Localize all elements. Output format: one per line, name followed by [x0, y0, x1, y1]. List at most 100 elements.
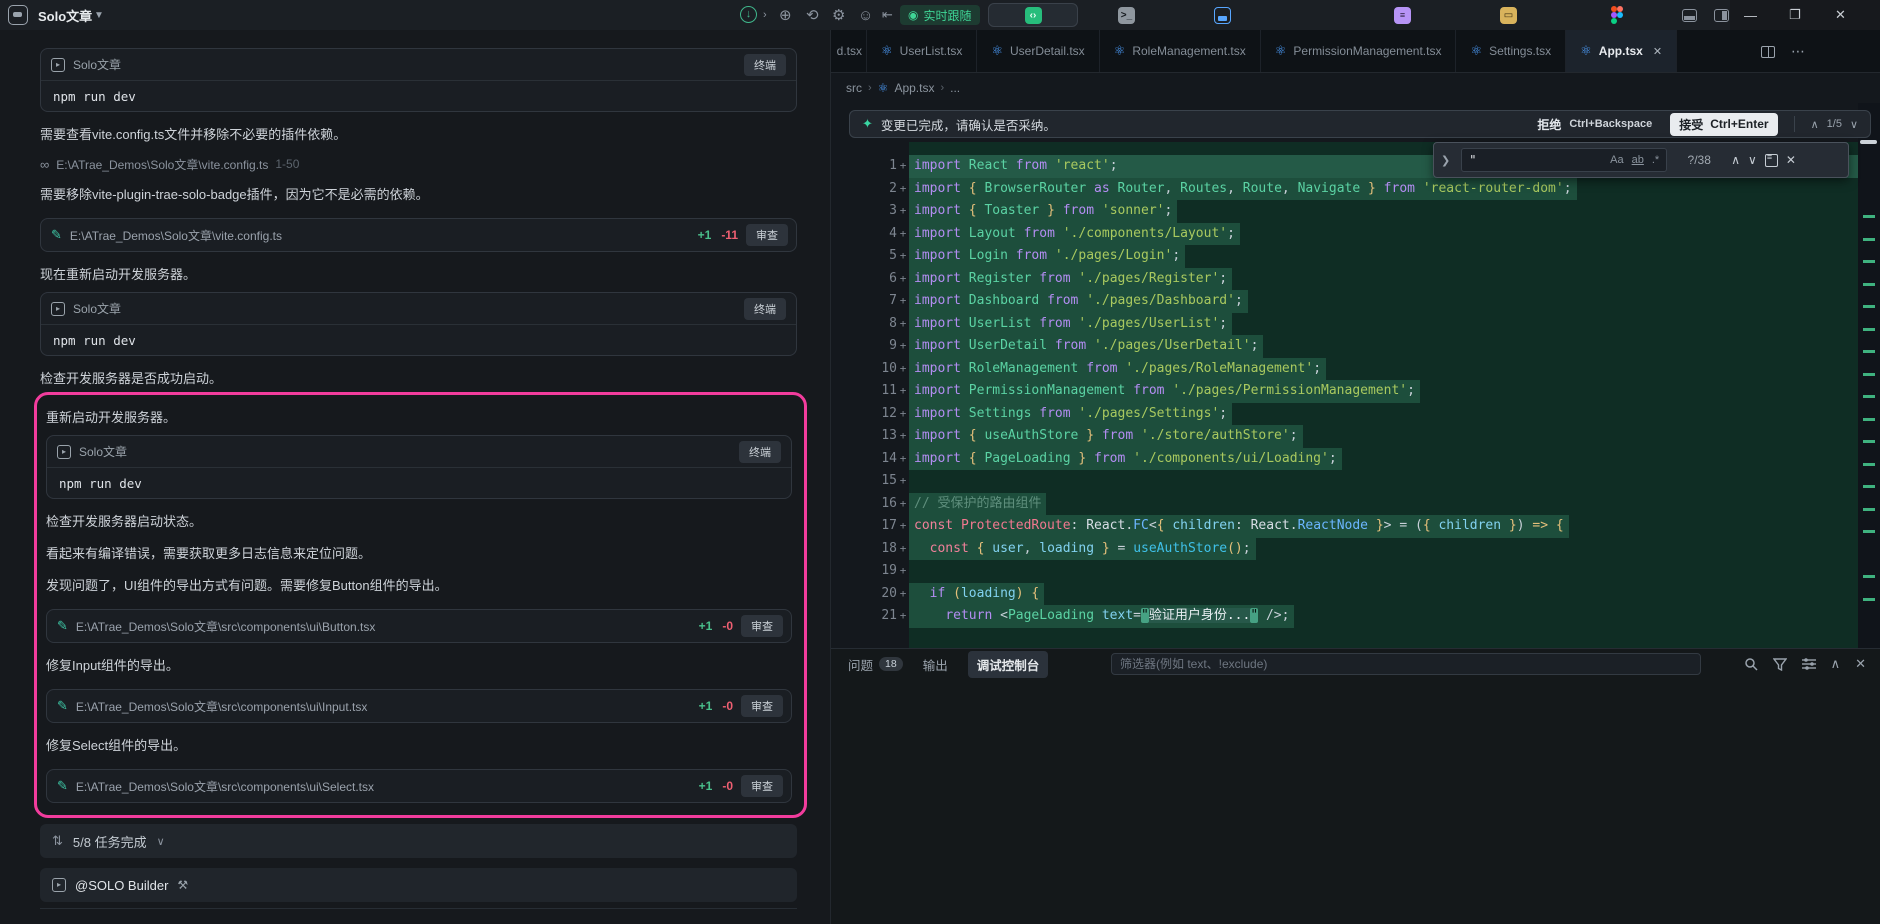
- find-previous-icon[interactable]: ∧: [1731, 153, 1741, 167]
- editor-scrollbar[interactable]: [1858, 103, 1880, 648]
- regex-icon[interactable]: .*: [1651, 154, 1660, 166]
- solo-builder-bar[interactable]: ▸ @SOLO Builder ⚒: [40, 868, 797, 902]
- prev-change-icon[interactable]: ∧: [1810, 118, 1819, 131]
- code-line[interactable]: 3 + import { Toaster } from 'sonner';: [831, 200, 1858, 223]
- tab-app-tsx[interactable]: ⚛ App.tsx ✕: [1566, 30, 1678, 72]
- diff-overview-mark: [1863, 440, 1875, 443]
- more-actions-icon[interactable]: ⋯: [1791, 43, 1805, 59]
- terminal-button[interactable]: 终端: [744, 53, 786, 76]
- code-line[interactable]: 17 + const ProtectedRoute: React.FC<{ chil…: [831, 515, 1858, 538]
- tab-settings-tsx[interactable]: ⚛ Settings.tsx: [1456, 30, 1567, 72]
- terminal-button[interactable]: 终端: [744, 297, 786, 320]
- dock-inbox-icon[interactable]: ▭: [1500, 0, 1517, 30]
- chevron-right-icon[interactable]: ›: [763, 9, 767, 21]
- search-icon[interactable]: [1744, 657, 1758, 671]
- code-line[interactable]: 13 + import { useAuthStore } from './store…: [831, 425, 1858, 448]
- breadcrumb-symbol[interactable]: ...: [950, 81, 961, 95]
- settings-gear-icon[interactable]: ⚙: [832, 7, 846, 24]
- code-line[interactable]: 14 + import { PageLoading } from './compon…: [831, 447, 1858, 470]
- code-line[interactable]: 5 + import Login from './pages/Login';: [831, 245, 1858, 268]
- file-edit-card[interactable]: ✎ E:\ATrae_Demos\Solo文章\src\components\ui…: [46, 769, 792, 803]
- find-close-icon[interactable]: ✕: [1785, 153, 1796, 167]
- dock-code-view-toggle[interactable]: ‹›: [988, 3, 1078, 27]
- scrollbar-thumb[interactable]: [1860, 140, 1877, 144]
- panel-tab-输出[interactable]: 输出: [923, 655, 948, 674]
- panel-close-icon[interactable]: ✕: [1855, 656, 1866, 671]
- panel-tab-调试控制台[interactable]: 调试控制台: [967, 650, 1049, 678]
- next-change-icon[interactable]: ∨: [1849, 118, 1858, 131]
- tab-permissionmanagement-tsx[interactable]: ⚛ PermissionManagement.tsx: [1261, 30, 1457, 72]
- find-query[interactable]: ": [1469, 153, 1477, 167]
- find-input[interactable]: " Aa ab .*: [1461, 148, 1668, 172]
- reject-button[interactable]: 拒绝: [1537, 117, 1562, 132]
- split-editor-icon[interactable]: [1761, 45, 1775, 58]
- dock-browser-icon[interactable]: [1214, 0, 1231, 30]
- code-line[interactable]: 7 + import Dashboard from './pages/Dashboa…: [831, 290, 1858, 313]
- dock-notes-icon[interactable]: ≡: [1394, 0, 1411, 30]
- file-edit-card[interactable]: ✎ E:\ATrae_Demos\Solo文章\src\components\ui…: [46, 689, 792, 723]
- checkpoint-download-icon[interactable]: ↓: [740, 6, 757, 23]
- code-line[interactable]: 18 + const { user, loading } = useAuthSto…: [831, 537, 1858, 560]
- review-button[interactable]: 审查: [741, 775, 783, 797]
- code-line[interactable]: 9 + import UserDetail from './pages/UserDe…: [831, 335, 1858, 358]
- find-next-icon[interactable]: ∨: [1748, 153, 1757, 167]
- history-icon[interactable]: ⟲: [806, 7, 819, 24]
- minimize-button[interactable]: —: [1744, 7, 1757, 23]
- code-line[interactable]: 8 + import UserList from './pages/UserList…: [831, 312, 1858, 335]
- task-progress-bar[interactable]: ⇅ 5/8 任务完成 ∨: [40, 824, 797, 858]
- close-button[interactable]: ✕: [1835, 7, 1846, 22]
- toggle-panel-right-icon[interactable]: [1714, 0, 1729, 30]
- breadcrumb-root[interactable]: src: [846, 81, 862, 95]
- code-line[interactable]: 4 + import Layout from './components/Layou…: [831, 222, 1858, 245]
- console-filter-input[interactable]: [1111, 653, 1701, 675]
- account-icon[interactable]: ☺: [858, 6, 874, 24]
- find-expand-chevron-icon[interactable]: ❯: [1441, 154, 1451, 167]
- panel-maximize-chevron-icon[interactable]: ∧: [1830, 656, 1841, 671]
- project-title-chevron-down-icon[interactable]: ▼: [94, 9, 104, 21]
- tab-rolemanagement-tsx[interactable]: ⚛ RoleManagement.tsx: [1100, 30, 1261, 72]
- breadcrumb[interactable]: src › ⚛ App.tsx › ...: [831, 73, 1880, 103]
- file-edit-card[interactable]: ✎ E:\ATrae_Demos\Solo文章\src\components\ui…: [46, 609, 792, 643]
- dock-terminal-icon[interactable]: >_: [1118, 0, 1135, 30]
- whole-word-icon[interactable]: ab: [1631, 154, 1644, 166]
- code-line[interactable]: 12 + import Settings from './pages/Setting…: [831, 402, 1858, 425]
- code-line[interactable]: 2 + import { BrowserRouter as Router, Rout…: [831, 177, 1858, 200]
- sliders-icon[interactable]: [1801, 658, 1816, 670]
- code-line[interactable]: 10 + import RoleManagement from './pages/R…: [831, 357, 1858, 380]
- tab-userdetail-tsx[interactable]: ⚛ UserDetail.tsx: [977, 30, 1100, 72]
- tab-close-icon[interactable]: ✕: [1652, 45, 1663, 58]
- code-line[interactable]: 11 + import PermissionManagement from './p…: [831, 380, 1858, 403]
- code-line[interactable]: 15 +: [831, 470, 1858, 493]
- code-line[interactable]: 6 + import Register from './pages/Register…: [831, 267, 1858, 290]
- figma-icon[interactable]: [1610, 0, 1624, 30]
- code-line[interactable]: 19 +: [831, 560, 1858, 583]
- accept-button[interactable]: 接受 Ctrl+Enter: [1670, 112, 1778, 136]
- breadcrumb-file[interactable]: App.tsx: [894, 81, 935, 95]
- file-reference[interactable]: ∞ E:\ATrae_Demos\Solo文章\vite.config.ts 1-5…: [40, 156, 797, 172]
- code-line[interactable]: 21 + return <PageLoading text="验证用户身份..."…: [831, 605, 1858, 628]
- collapse-left-icon[interactable]: ⇤: [882, 7, 893, 22]
- review-button[interactable]: 审查: [746, 224, 788, 246]
- terminal-button[interactable]: 终端: [739, 440, 781, 463]
- task-expand-icon[interactable]: ∨: [156, 835, 165, 848]
- builder-tools-icon[interactable]: ⚒: [177, 878, 189, 892]
- panel-tab-问题[interactable]: 问题 18: [848, 655, 903, 674]
- file-edit-card[interactable]: ✎ E:\ATrae_Demos\Solo文章\vite.config.ts +1-…: [40, 218, 797, 252]
- chat-input-area[interactable]: 你正在与 SOLO Builder 聊天: [40, 908, 797, 924]
- code-line[interactable]: 20 + if (loading) {: [831, 582, 1858, 605]
- new-chat-icon[interactable]: ⊕: [779, 7, 792, 24]
- live-follow-badge[interactable]: ◉ 实时跟随: [900, 5, 980, 25]
- tab-d-tsx[interactable]: d.tsx: [831, 30, 867, 72]
- restore-button[interactable]: ❐: [1789, 7, 1801, 22]
- toggle-panel-bottom-icon[interactable]: [1682, 0, 1697, 30]
- code-editor[interactable]: 1 + import React from 'react'; 2 + import { B…: [831, 155, 1858, 628]
- code-line[interactable]: 16 + // 受保护的路由组件: [831, 492, 1858, 515]
- filter-icon[interactable]: [1772, 657, 1787, 671]
- review-button[interactable]: 审查: [741, 695, 783, 717]
- project-title[interactable]: Solo文章: [38, 8, 93, 24]
- find-in-selection-icon[interactable]: [1764, 152, 1778, 167]
- tab-userlist-tsx[interactable]: ⚛ UserList.tsx: [867, 30, 978, 72]
- review-button[interactable]: 审查: [741, 615, 783, 637]
- match-case-icon[interactable]: Aa: [1610, 154, 1624, 166]
- diff-added-count: +1: [697, 228, 712, 242]
